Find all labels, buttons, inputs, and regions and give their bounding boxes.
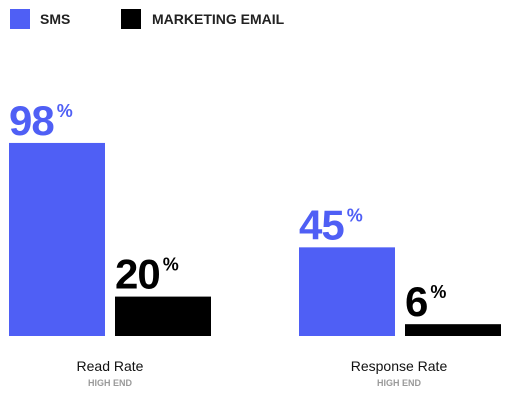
bar-marketing-email-read-rate <box>115 296 211 336</box>
value-label-sms-response-rate: 45% <box>299 201 363 248</box>
value-label-marketing-email-response-rate: 6% <box>405 278 446 325</box>
legend-swatch-marketing-email <box>121 9 141 29</box>
category-sublabel-read-rate: HIGH END <box>88 378 133 388</box>
category-label-response-rate: Response Rate <box>351 358 448 374</box>
bar-sms-read-rate <box>9 142 105 336</box>
category-labels: Read Rate HIGH END Response Rate HIGH EN… <box>77 358 448 388</box>
category-label-read-rate: Read Rate <box>77 358 144 374</box>
legend-label-marketing-email: MARKETING EMAIL <box>152 11 285 27</box>
legend-label-sms: SMS <box>40 11 70 27</box>
legend-item-sms: SMS <box>10 9 70 29</box>
legend: SMS MARKETING EMAIL <box>10 9 285 29</box>
bar-marketing-email-response-rate <box>405 324 501 336</box>
legend-swatch-sms <box>10 9 30 29</box>
legend-item-marketing-email: MARKETING EMAIL <box>121 9 285 29</box>
value-label-marketing-email-read-rate: 20% <box>115 251 179 298</box>
bar-marks: 98 % 20 % 45 % 6% <box>9 97 501 336</box>
bar-sms-response-rate <box>299 247 395 336</box>
category-sublabel-response-rate: HIGH END <box>377 378 422 388</box>
value-label-sms-read-rate: 98% <box>9 97 73 144</box>
